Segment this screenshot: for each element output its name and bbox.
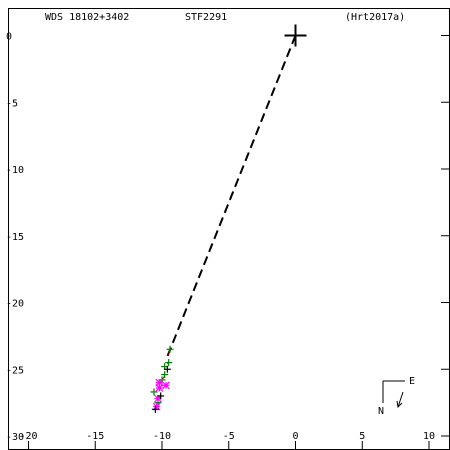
y-tick-label: 0 (6, 32, 12, 43)
marker-stroke (162, 381, 170, 390)
compass-motion-arrow (397, 391, 404, 408)
compass-arrow-head (396, 400, 403, 409)
observation-markers (150, 345, 174, 413)
plus-marker (166, 345, 174, 353)
plus-marker (163, 365, 171, 373)
compass-east-label: E (409, 376, 415, 387)
plus-marker (151, 405, 159, 413)
compass-north-label: N (378, 406, 384, 417)
orbit-line (165, 35, 297, 361)
y-tick-label: -15 (6, 232, 24, 243)
axis-ticks: 0-5-10-15-20-25-30-20 -15 -10 -5 0 5 10 (6, 32, 449, 449)
x-tick-label: 10 (423, 431, 435, 442)
asterisk-marker (162, 381, 170, 390)
plus-marker (165, 359, 173, 367)
y-tick-label: -25 (6, 365, 24, 376)
x-tick-label: 0 (292, 431, 298, 442)
x-tick-label: 5 (359, 431, 365, 442)
header-reference: (Hrt2017a) (345, 12, 405, 23)
orbit-dashed-line (165, 35, 297, 361)
x-tick-label: -5 (223, 431, 235, 442)
x-tick-label: -15 (86, 431, 104, 442)
asterisk-marker (155, 384, 164, 392)
plus-marker (161, 371, 169, 379)
header-system: STF2291 (185, 12, 227, 23)
y-tick-label: -5 (6, 98, 18, 109)
y-tick-label: -30 (6, 432, 24, 443)
header-wds: WDS 18102+3402 (45, 12, 129, 23)
primary-star-marker (284, 24, 307, 47)
compass: E N (378, 376, 415, 417)
x-tick-label: -20 (19, 431, 37, 442)
x-tick-label: -10 (153, 431, 171, 442)
plus-marker (150, 388, 158, 396)
plus-marker (157, 392, 165, 400)
y-tick-label: -20 (6, 299, 24, 310)
marker-stroke (155, 384, 164, 392)
y-tick-label: -10 (6, 165, 24, 176)
